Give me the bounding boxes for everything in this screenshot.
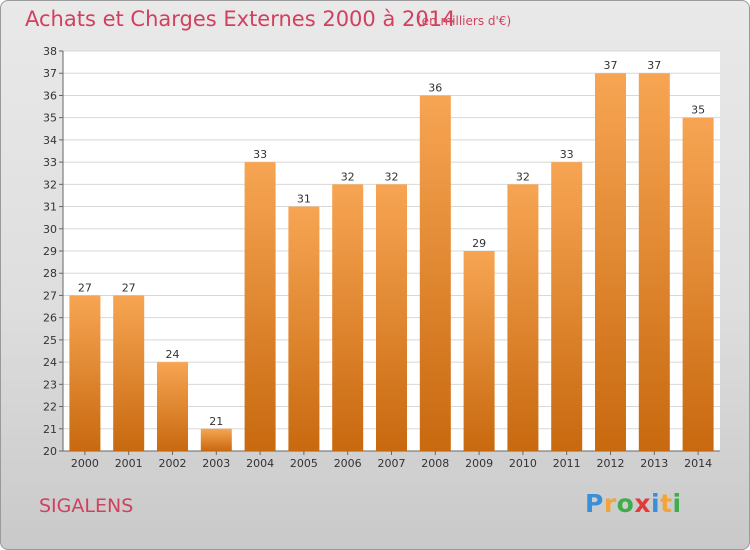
bar	[595, 73, 626, 451]
x-tick-label: 2001	[115, 457, 143, 470]
y-tick-label: 36	[43, 89, 57, 102]
bar	[638, 73, 670, 451]
y-tick-label: 20	[43, 445, 57, 458]
logo-letter: r	[603, 489, 617, 518]
y-tick-label: 32	[43, 178, 57, 191]
y-tick-label: 30	[43, 223, 57, 236]
data-label: 32	[516, 170, 530, 183]
chart-subtitle: (en milliers d'€)	[417, 14, 512, 28]
data-label: 33	[253, 148, 267, 161]
bar	[682, 117, 714, 452]
y-tick-label: 28	[43, 267, 57, 280]
x-tick-label: 2011	[553, 457, 581, 470]
x-tick-label: 2005	[290, 457, 318, 470]
x-tick-label: 2013	[640, 457, 668, 470]
data-label: 36	[428, 81, 442, 94]
logo-letter: P	[585, 489, 604, 518]
x-tick-label: 2003	[202, 457, 230, 470]
bar	[507, 184, 539, 452]
logo-letter: x	[634, 489, 651, 518]
chart-title: Achats et Charges Externes 2000 à 2014	[25, 7, 456, 31]
y-tick-label: 27	[43, 289, 57, 302]
x-tick-label: 2009	[465, 457, 493, 470]
x-tick-label: 2008	[421, 457, 449, 470]
x-tick-label: 2007	[378, 457, 406, 470]
x-tick-label: 2010	[509, 457, 537, 470]
bar	[463, 251, 495, 451]
y-tick-label: 38	[43, 45, 57, 58]
bar	[200, 428, 232, 451]
logo-letter: i	[672, 489, 682, 518]
x-tick-label: 2004	[246, 457, 274, 470]
y-tick-label: 35	[43, 112, 57, 125]
logo-letter: t	[660, 489, 673, 518]
data-label: 31	[297, 193, 311, 206]
y-tick-label: 31	[43, 201, 57, 214]
data-label: 27	[122, 281, 136, 294]
y-tick-label: 34	[43, 134, 57, 147]
bar	[419, 95, 451, 451]
y-tick-label: 24	[43, 356, 57, 369]
x-tick-label: 2014	[684, 457, 712, 470]
bar	[157, 362, 188, 451]
bar	[376, 184, 407, 452]
y-tick-label: 23	[43, 378, 57, 391]
location-label: SIGALENS	[39, 495, 134, 517]
y-tick-label: 37	[43, 67, 57, 80]
bar	[113, 295, 145, 451]
data-label: 35	[691, 104, 705, 117]
y-tick-label: 25	[43, 334, 57, 347]
logo-letter: i	[651, 489, 661, 518]
x-tick-label: 2002	[159, 457, 187, 470]
bar	[244, 162, 276, 451]
y-tick-label: 29	[43, 245, 57, 258]
data-label: 32	[385, 170, 399, 183]
data-label: 21	[209, 415, 223, 428]
y-tick-label: 22	[43, 401, 57, 414]
x-tick-label: 2000	[71, 457, 99, 470]
data-label: 32	[341, 170, 355, 183]
x-tick-label: 2006	[334, 457, 362, 470]
y-tick-label: 26	[43, 312, 57, 325]
x-tick-label: 2012	[597, 457, 625, 470]
proxiti-logo: Proxiti	[585, 489, 682, 518]
y-tick-label: 21	[43, 423, 57, 436]
data-label: 37	[604, 59, 618, 72]
bar	[69, 295, 101, 451]
y-tick-label: 33	[43, 156, 57, 169]
data-label: 33	[560, 148, 574, 161]
data-label: 24	[166, 348, 180, 361]
data-label: 29	[472, 237, 486, 250]
data-label: 37	[647, 59, 661, 72]
logo-letter: o	[616, 489, 635, 518]
bar	[551, 162, 583, 451]
bar	[332, 184, 364, 452]
bar	[288, 206, 320, 451]
data-label: 27	[78, 281, 92, 294]
